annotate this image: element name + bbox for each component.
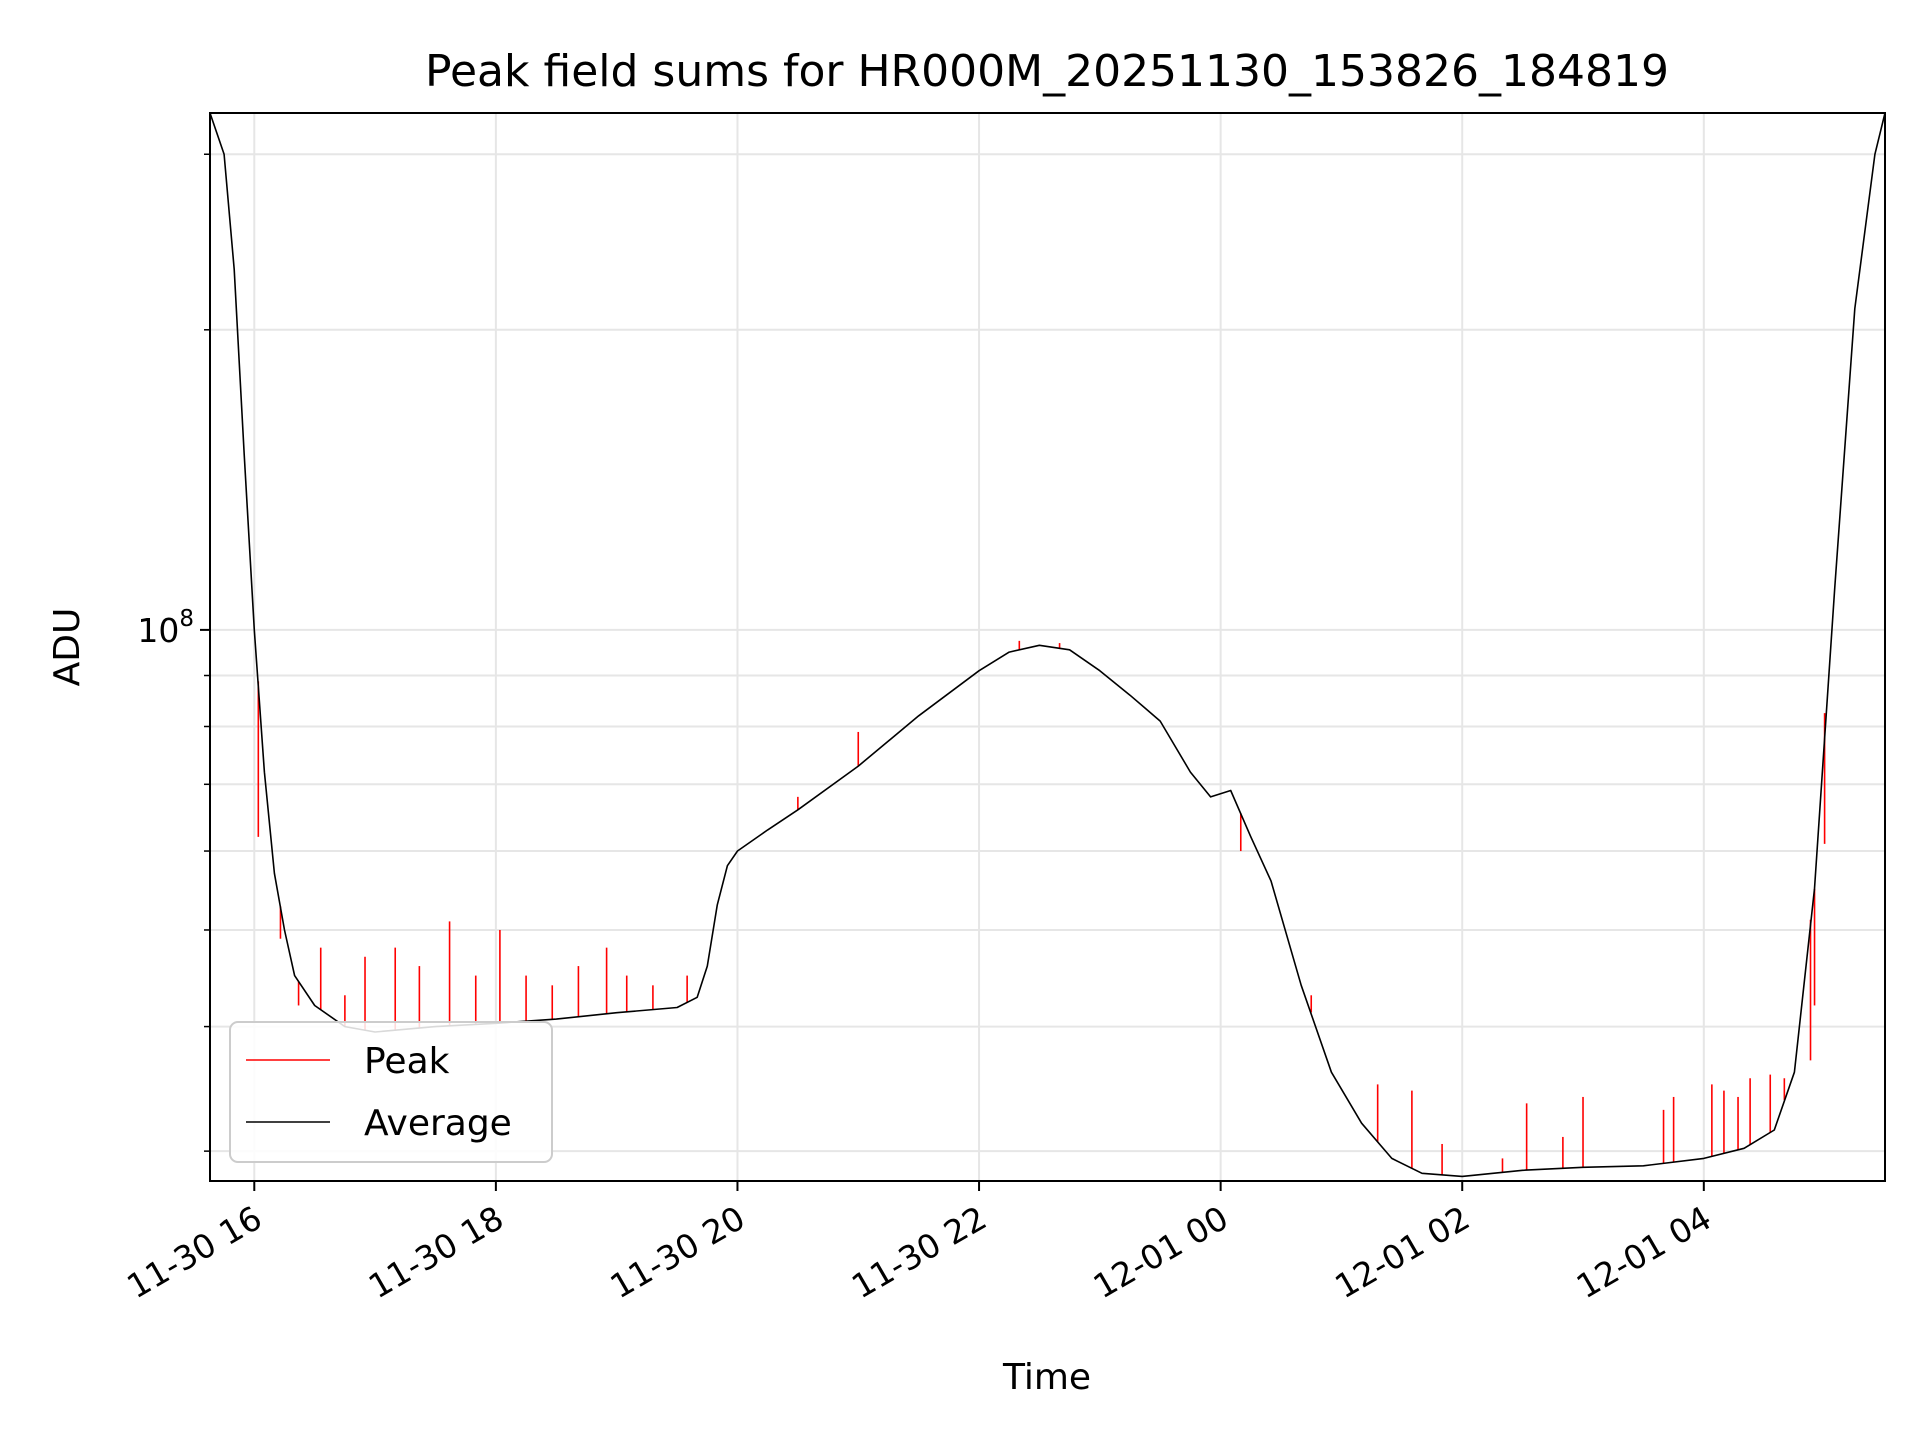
plot-frame: [209, 112, 1886, 1182]
plot-lines: [209, 112, 1886, 1178]
legend: Peak Average: [229, 1021, 553, 1163]
legend-box: [229, 1021, 553, 1163]
legend-label-peak: Peak: [364, 1041, 450, 1082]
y-axis-label: ADU: [47, 608, 88, 687]
legend-label-average: Average: [364, 1103, 512, 1144]
chart-title: Peak field sums for HR000M_20251130_1538…: [425, 46, 1669, 97]
y-tick-label: 108: [137, 606, 194, 650]
series-average-line: [209, 112, 1886, 1178]
grid: [210, 113, 1885, 1181]
x-axis-label: Time: [1002, 1357, 1091, 1398]
y-axis-ticks: 108: [137, 153, 210, 1152]
series-peak: [257, 640, 1826, 1175]
